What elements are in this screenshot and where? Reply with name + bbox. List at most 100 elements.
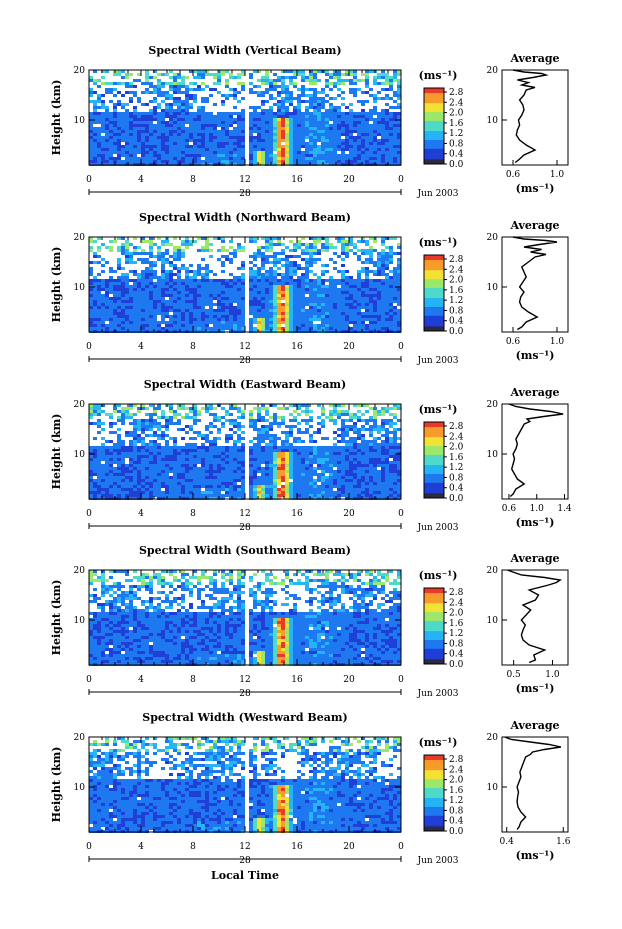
y-tick-label: 20 xyxy=(74,566,86,576)
x-tick-label: 1.4 xyxy=(557,504,572,514)
x-tick-label: 1.0 xyxy=(545,670,560,680)
x-tick-label: 0 xyxy=(86,842,92,852)
average-xlabel: (ms⁻¹) xyxy=(516,682,555,695)
x-tick-label: 1.0 xyxy=(550,170,565,180)
colorbar-tick-label: 0.8 xyxy=(449,639,464,649)
average-xlabel: (ms⁻¹) xyxy=(516,182,555,195)
x-tick-label: 20 xyxy=(343,842,355,852)
colorbar-tick-label: 1.2 xyxy=(449,629,463,639)
y-tick-label: 20 xyxy=(74,400,86,410)
colorbar-unit: (ms⁻¹) xyxy=(419,236,458,249)
panel-title: Spectral Width (Westward Beam) xyxy=(142,711,347,724)
date-label: Jun 2003 xyxy=(417,189,459,199)
day-label: 28 xyxy=(239,189,251,199)
panel-title: Spectral Width (Northward Beam) xyxy=(139,211,351,224)
x-tick-label: 0 xyxy=(398,509,404,519)
colorbar-tick-label: 2.4 xyxy=(449,265,464,275)
y-tick-label: 10 xyxy=(487,783,499,793)
average-frame xyxy=(501,403,569,500)
average-xlabel: (ms⁻¹) xyxy=(516,349,555,362)
panel-5: Spectral Width (Westward Beam) 10 20 Height… xyxy=(50,711,571,866)
y-tick-label: 10 xyxy=(487,283,499,293)
average-line xyxy=(507,569,563,664)
x-tick-label: 12 xyxy=(239,509,250,519)
x-tick-label: 4 xyxy=(138,175,144,185)
x-tick-label: 8 xyxy=(190,342,196,352)
y-tick-label: 20 xyxy=(487,733,499,743)
colorbar-tick-label: 0.4 xyxy=(449,484,464,494)
x-tick-label: 20 xyxy=(343,342,355,352)
y-tick-label: 20 xyxy=(487,233,499,243)
x-tick-label: 8 xyxy=(190,842,196,852)
y-tick-label: 20 xyxy=(487,566,499,576)
colorbar-tick-label: 2.0 xyxy=(449,609,464,619)
x-tick-label: 0 xyxy=(86,675,92,685)
average-profile-2: Average 10 20 0.6 1.0 (ms⁻¹) xyxy=(487,219,569,362)
average-xlabel: (ms⁻¹) xyxy=(516,849,555,862)
colorbar-tick-label: 1.2 xyxy=(449,796,463,806)
average-xlabel: (ms⁻¹) xyxy=(516,516,555,529)
colorbar-tick-label: 0.4 xyxy=(449,817,464,827)
panel-title: Spectral Width (Eastward Beam) xyxy=(144,378,346,391)
y-axis-label: Height (km) xyxy=(50,747,63,823)
x-tick-label: 4 xyxy=(138,342,144,352)
colorbar-tick-label: 2.0 xyxy=(449,443,464,453)
colorbar-tick-label: 0.0 xyxy=(449,327,464,337)
colorbar-tick-label: 0.0 xyxy=(449,494,464,504)
day-label: 28 xyxy=(239,856,251,866)
y-axis-label: Height (km) xyxy=(50,414,63,490)
colorbar xyxy=(423,87,445,165)
day-label: 28 xyxy=(239,356,251,366)
date-label: Jun 2003 xyxy=(417,356,459,366)
colorbar-tick-label: 2.0 xyxy=(449,109,464,119)
x-tick-label: 8 xyxy=(190,175,196,185)
colorbar-unit: (ms⁻¹) xyxy=(419,69,458,82)
colorbar-tick-label: 1.2 xyxy=(449,463,463,473)
panel-2: Spectral Width (Northward Beam) 10 20 Heigh… xyxy=(50,211,569,366)
heatmap-2 xyxy=(89,237,401,333)
x-tick-label: 0 xyxy=(398,842,404,852)
panel-title: Spectral Width (Southward Beam) xyxy=(139,544,351,557)
day-label: 28 xyxy=(239,689,251,699)
y-tick-label: 10 xyxy=(487,450,499,460)
y-axis-label: Height (km) xyxy=(50,80,63,156)
heatmap-4 xyxy=(89,570,401,666)
x-tick-label: 8 xyxy=(190,509,196,519)
colorbar-tick-label: 2.4 xyxy=(449,765,464,775)
x-tick-label: 12 xyxy=(239,842,250,852)
x-tick-label: 16 xyxy=(291,342,303,352)
y-tick-label: 20 xyxy=(487,400,499,410)
colorbar xyxy=(423,421,445,499)
colorbar-tick-label: 1.2 xyxy=(449,129,463,139)
x-tick-label: 16 xyxy=(291,175,303,185)
average-title: Average xyxy=(509,386,559,399)
average-profile-5: Average 10 20 0.4 1.6(ms⁻¹) xyxy=(487,719,571,862)
x-tick-label: 12 xyxy=(239,675,250,685)
y-tick-label: 10 xyxy=(487,116,499,126)
x-tick-label: 0.6 xyxy=(506,337,521,347)
colorbar-tick-label: 0.4 xyxy=(449,317,464,327)
x-tick-label: 16 xyxy=(291,675,303,685)
date-label: Jun 2003 xyxy=(417,523,459,533)
colorbar-unit: (ms⁻¹) xyxy=(419,569,458,582)
x-tick-label: 16 xyxy=(291,509,303,519)
x-tick-label: 1.0 xyxy=(550,337,565,347)
panel-title: Spectral Width (Vertical Beam) xyxy=(148,44,341,57)
colorbar xyxy=(423,587,445,665)
y-axis-label: Height (km) xyxy=(50,247,63,323)
colorbar-tick-label: 0.0 xyxy=(449,827,464,837)
colorbar-tick-label: 2.8 xyxy=(449,255,464,265)
average-title: Average xyxy=(509,552,559,565)
x-tick-label: 4 xyxy=(138,842,144,852)
y-axis-label: Height (km) xyxy=(50,580,63,656)
y-tick-label: 20 xyxy=(74,733,86,743)
average-profile-4: Average 10 20 0.5 1.0 (ms⁻¹) xyxy=(487,552,569,695)
colorbar-unit: (ms⁻¹) xyxy=(419,736,458,749)
x-tick-label: 0 xyxy=(86,342,92,352)
colorbar-tick-label: 2.4 xyxy=(449,598,464,608)
colorbar-tick-label: 1.6 xyxy=(449,453,464,463)
colorbar-tick-label: 2.8 xyxy=(449,88,464,98)
colorbar-tick-label: 2.0 xyxy=(449,276,464,286)
colorbar-tick-label: 2.8 xyxy=(449,588,464,598)
